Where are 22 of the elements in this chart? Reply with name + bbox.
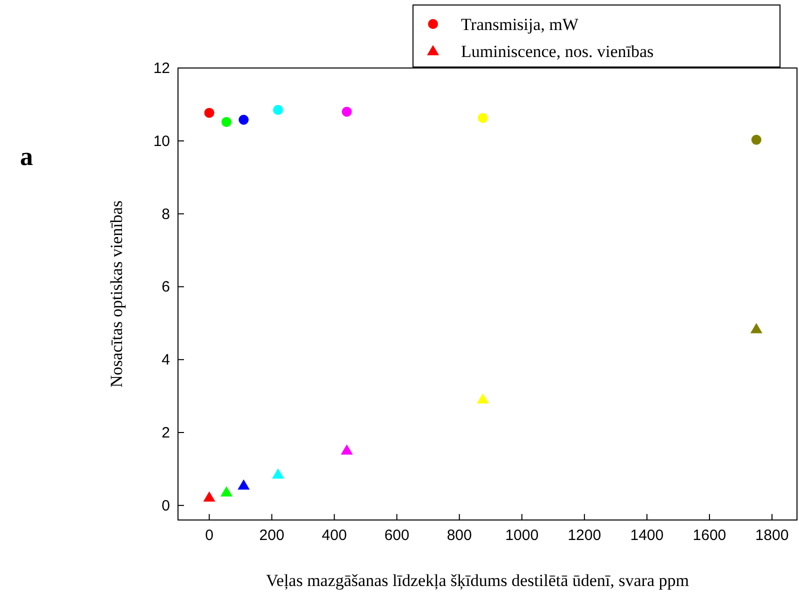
x-axis-title: Veļas mazgāšanas līdzekļa šķīdums destilētā ūdenī, svara ppm xyxy=(266,571,689,590)
y-tick-label: 2 xyxy=(162,424,170,442)
x-tick-label: 200 xyxy=(259,527,284,544)
x-tick-label: 1400 xyxy=(630,527,664,544)
x-tick-label: 1200 xyxy=(568,527,602,544)
legend-label: Transmisija, mW xyxy=(461,15,580,34)
x-tick-label: 1000 xyxy=(505,527,539,544)
x-tick-label: 400 xyxy=(322,527,347,544)
y-axis-title: Nosacītas optiskas vienības xyxy=(107,200,126,388)
x-tick-label: 1600 xyxy=(692,527,726,544)
x-tick-label: 800 xyxy=(446,527,472,544)
text: a xyxy=(20,142,33,171)
legend-label: Luminiscence, nos. vienības xyxy=(461,42,654,61)
y-tick-label: 12 xyxy=(153,60,170,77)
y-tick-label: 0 xyxy=(162,497,170,514)
y-tick-label: 6 xyxy=(162,278,170,296)
y-tick-label: 10 xyxy=(153,132,170,150)
x-tick-label: 600 xyxy=(384,527,410,544)
y-tick-label: 4 xyxy=(162,352,170,369)
x-tick-label: 1800 xyxy=(755,527,789,544)
y-tick-label: 8 xyxy=(162,206,170,223)
x-tick-label: 0 xyxy=(205,527,214,544)
